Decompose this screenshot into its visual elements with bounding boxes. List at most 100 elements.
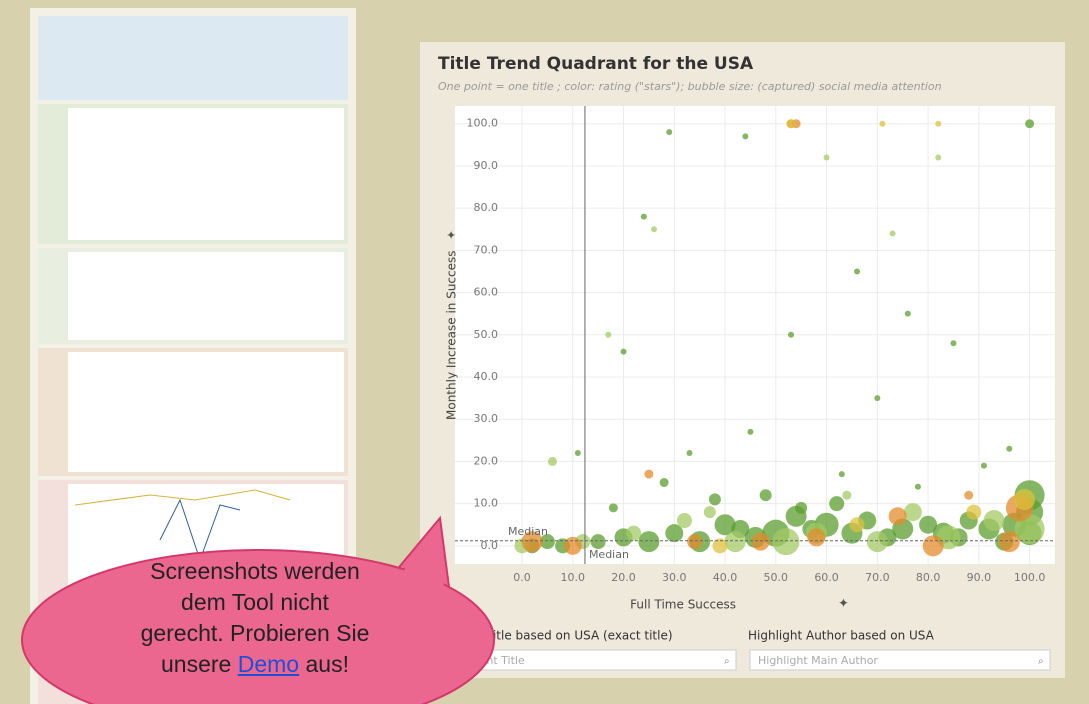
bubble — [919, 516, 937, 534]
bubble — [651, 226, 657, 232]
bubble — [824, 154, 830, 160]
bubble — [904, 503, 922, 521]
bubble-line: Screenshots werden — [40, 556, 470, 587]
bubble — [807, 528, 825, 546]
bubble — [1014, 489, 1035, 510]
y-tick-label: 50.0 — [474, 328, 499, 341]
x-tick-label: 70.0 — [865, 571, 890, 584]
x-tick-label: 50.0 — [764, 571, 789, 584]
x-tick-label: 30.0 — [662, 571, 687, 584]
bubble — [760, 489, 772, 501]
bubble — [575, 450, 581, 456]
chart-subtitle: One point = one title ; color: rating ("… — [438, 80, 942, 93]
bubble — [704, 506, 716, 518]
bubble — [742, 133, 748, 139]
bubble — [687, 534, 702, 549]
bubble — [677, 513, 692, 528]
bubble — [1006, 446, 1012, 452]
bubble — [984, 510, 1005, 531]
bubble — [787, 119, 796, 128]
bubble — [795, 502, 807, 514]
bubble — [964, 491, 973, 500]
bubble — [772, 528, 799, 555]
x-tick-label: 20.0 — [611, 571, 636, 584]
bubble — [605, 332, 611, 338]
pin-icon: ✦ — [838, 597, 849, 612]
y-tick-label: 90.0 — [474, 159, 499, 172]
thumb-chart — [68, 352, 344, 472]
bubble — [890, 230, 896, 236]
bubble — [935, 154, 941, 160]
y-tick-label: 40.0 — [474, 370, 499, 383]
page: Title Trend Quadrant for the USA One poi… — [0, 0, 1089, 704]
bubble — [842, 491, 851, 500]
bubble-text: Screenshots werden dem Tool nicht gerech… — [40, 556, 470, 680]
bubble — [564, 537, 582, 555]
bubble — [915, 484, 921, 490]
bubble — [747, 429, 753, 435]
x-tick-label: 90.0 — [967, 571, 992, 584]
bubble — [966, 505, 981, 520]
bubble — [999, 531, 1020, 552]
bubble — [626, 526, 641, 541]
bubble — [850, 517, 865, 532]
y-tick-label: 10.0 — [474, 497, 499, 510]
filter-placeholder: Highlight Main Author — [758, 654, 878, 667]
search-icon: ⌕ — [724, 656, 730, 667]
thumb-chart — [68, 108, 344, 240]
thumb-filters — [38, 16, 348, 100]
filter-label: Highlight Author based on USA — [748, 629, 935, 643]
bubble — [660, 478, 669, 487]
bubble — [829, 496, 844, 511]
bubble — [905, 311, 911, 317]
y-tick-label: 80.0 — [474, 201, 499, 214]
bubble — [788, 332, 794, 338]
bubble — [854, 268, 860, 274]
median-label: Median — [589, 548, 629, 561]
bubble — [752, 533, 770, 551]
demo-link[interactable]: Demo — [238, 651, 299, 677]
bubble — [548, 457, 557, 466]
bubble — [879, 121, 885, 127]
median-label: Median — [508, 525, 548, 538]
y-tick-label: 100.0 — [467, 117, 499, 130]
y-tick-label: 30.0 — [474, 412, 499, 425]
bubble — [709, 493, 721, 505]
thumb-chart — [68, 252, 344, 340]
x-tick-label: 10.0 — [561, 571, 586, 584]
bubble — [644, 470, 653, 479]
bubble — [621, 349, 627, 355]
bubble-line: dem Tool nicht — [40, 587, 470, 618]
bubble — [1025, 119, 1034, 128]
bubble — [609, 503, 618, 512]
bubble — [935, 121, 941, 127]
x-tick-label: 0.0 — [513, 571, 531, 584]
bubble — [981, 463, 987, 469]
bubble — [687, 450, 693, 456]
bubble — [666, 129, 672, 135]
x-tick-label: 60.0 — [814, 571, 839, 584]
y-tick-label: 20.0 — [474, 454, 499, 467]
bubble — [889, 507, 907, 525]
bubble-line: unsere Demo aus! — [40, 649, 470, 680]
bubble — [923, 535, 944, 556]
bubble-text-part: aus! — [305, 651, 348, 677]
x-tick-label: 80.0 — [916, 571, 941, 584]
pin-icon: ✦ — [445, 230, 459, 240]
search-icon: ⌕ — [1038, 656, 1044, 667]
bubble — [839, 471, 845, 477]
chart-title: Title Trend Quadrant for the USA — [438, 54, 754, 74]
x-tick-label: 100.0 — [1014, 571, 1046, 584]
bubble — [874, 395, 880, 401]
bubble-line: gerecht. Probieren Sie — [40, 618, 470, 649]
bubble-text-part: unsere — [161, 651, 231, 677]
y-tick-label: 70.0 — [474, 243, 499, 256]
bubble — [950, 340, 956, 346]
bubble — [867, 531, 888, 552]
x-tick-label: 40.0 — [713, 571, 738, 584]
bubble — [638, 531, 659, 552]
y-tick-label: 60.0 — [474, 286, 499, 299]
bubble — [641, 214, 647, 220]
x-axis-title: Full Time Success — [630, 598, 736, 612]
bubble — [725, 531, 746, 552]
